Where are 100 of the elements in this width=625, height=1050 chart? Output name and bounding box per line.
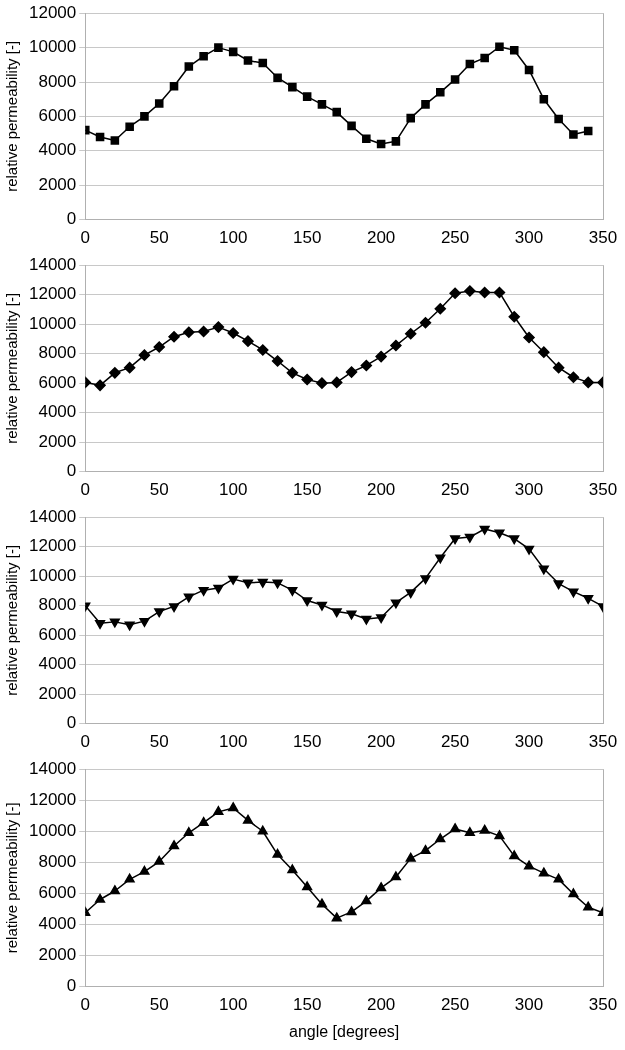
point xyxy=(376,139,386,149)
point xyxy=(509,45,519,55)
point xyxy=(361,895,372,905)
point xyxy=(168,330,180,343)
x-tick-label: 300 xyxy=(514,480,544,500)
point xyxy=(273,73,282,82)
point xyxy=(567,371,580,383)
point xyxy=(183,326,195,339)
x-tick-label: 350 xyxy=(588,228,618,248)
point xyxy=(375,350,387,363)
point xyxy=(138,349,151,361)
point xyxy=(464,285,476,297)
point xyxy=(286,367,299,379)
point xyxy=(523,860,535,870)
x-tick-label: 300 xyxy=(514,995,544,1015)
point xyxy=(109,618,120,628)
point xyxy=(583,901,594,911)
y-tick-label: 8000 xyxy=(38,595,77,615)
x-tick-label: 250 xyxy=(440,732,470,752)
point xyxy=(479,824,490,834)
x-tick-label: 350 xyxy=(588,732,618,752)
point xyxy=(94,379,106,392)
point xyxy=(228,802,239,812)
point xyxy=(508,311,520,323)
x-tick-label: 250 xyxy=(440,480,470,500)
x-tick-label: 350 xyxy=(588,480,618,500)
point xyxy=(495,42,504,52)
point xyxy=(406,113,415,123)
y-tick-label: 12000 xyxy=(28,536,77,556)
point xyxy=(464,827,475,837)
point xyxy=(94,620,106,630)
x-tick-label: 150 xyxy=(292,228,322,248)
point xyxy=(257,578,268,588)
y-tick-label: 14000 xyxy=(28,506,77,526)
point xyxy=(390,599,401,609)
x-tick-label: 150 xyxy=(292,995,322,1015)
point xyxy=(228,575,239,585)
point xyxy=(154,608,165,618)
point xyxy=(124,873,135,883)
point xyxy=(434,302,447,315)
x-tick-label: 150 xyxy=(292,732,322,752)
x-tick-label: 150 xyxy=(292,480,322,500)
point xyxy=(361,615,372,625)
point xyxy=(523,331,535,344)
point xyxy=(509,535,520,545)
y-tick-label: 4000 xyxy=(38,914,77,934)
point xyxy=(405,852,416,862)
point xyxy=(346,610,357,620)
point xyxy=(154,855,165,865)
point xyxy=(169,82,179,91)
point xyxy=(405,589,416,599)
x-tick-label: 0 xyxy=(80,228,91,248)
x-tick-label: 300 xyxy=(514,228,544,248)
point xyxy=(390,871,401,881)
x-tick-label: 100 xyxy=(219,228,248,248)
point xyxy=(582,376,594,389)
y-tick-label: 2000 xyxy=(38,174,77,194)
y-tick-label: 2000 xyxy=(38,945,77,965)
point xyxy=(302,597,313,607)
point xyxy=(568,588,579,598)
point xyxy=(345,366,358,378)
point xyxy=(436,88,445,97)
point xyxy=(140,112,149,121)
point xyxy=(347,121,356,131)
y-tick-label: 10000 xyxy=(28,565,77,585)
y-tick-label: 6000 xyxy=(38,106,77,126)
point xyxy=(553,580,564,590)
point xyxy=(494,529,505,539)
x-tick-label: 0 xyxy=(80,732,91,752)
y-tick-label: 4000 xyxy=(38,402,77,422)
y-tick-label: 0 xyxy=(66,209,77,229)
point xyxy=(242,335,254,347)
point xyxy=(316,601,328,611)
point xyxy=(257,344,269,356)
point xyxy=(480,53,489,63)
point xyxy=(362,134,371,144)
point xyxy=(493,286,506,299)
point xyxy=(153,341,165,353)
point xyxy=(125,122,134,132)
point xyxy=(360,359,373,372)
x-tick-label: 50 xyxy=(149,995,169,1015)
point xyxy=(449,287,461,299)
y-tick-label: 12000 xyxy=(28,789,77,809)
point xyxy=(479,525,490,535)
x-tick-label: 0 xyxy=(80,480,91,500)
point xyxy=(494,830,505,840)
point xyxy=(435,554,446,564)
point xyxy=(391,137,401,146)
y-tick-label: 2000 xyxy=(38,683,77,703)
point xyxy=(435,833,446,843)
point xyxy=(583,595,594,605)
point xyxy=(552,361,565,374)
point xyxy=(168,603,180,613)
y-tick-label: 4000 xyxy=(38,654,77,674)
point xyxy=(198,816,209,826)
y-axis-title: relative permeability [-] xyxy=(3,802,21,954)
point xyxy=(242,579,254,589)
point xyxy=(94,893,106,903)
point xyxy=(376,882,387,892)
point xyxy=(450,75,460,84)
